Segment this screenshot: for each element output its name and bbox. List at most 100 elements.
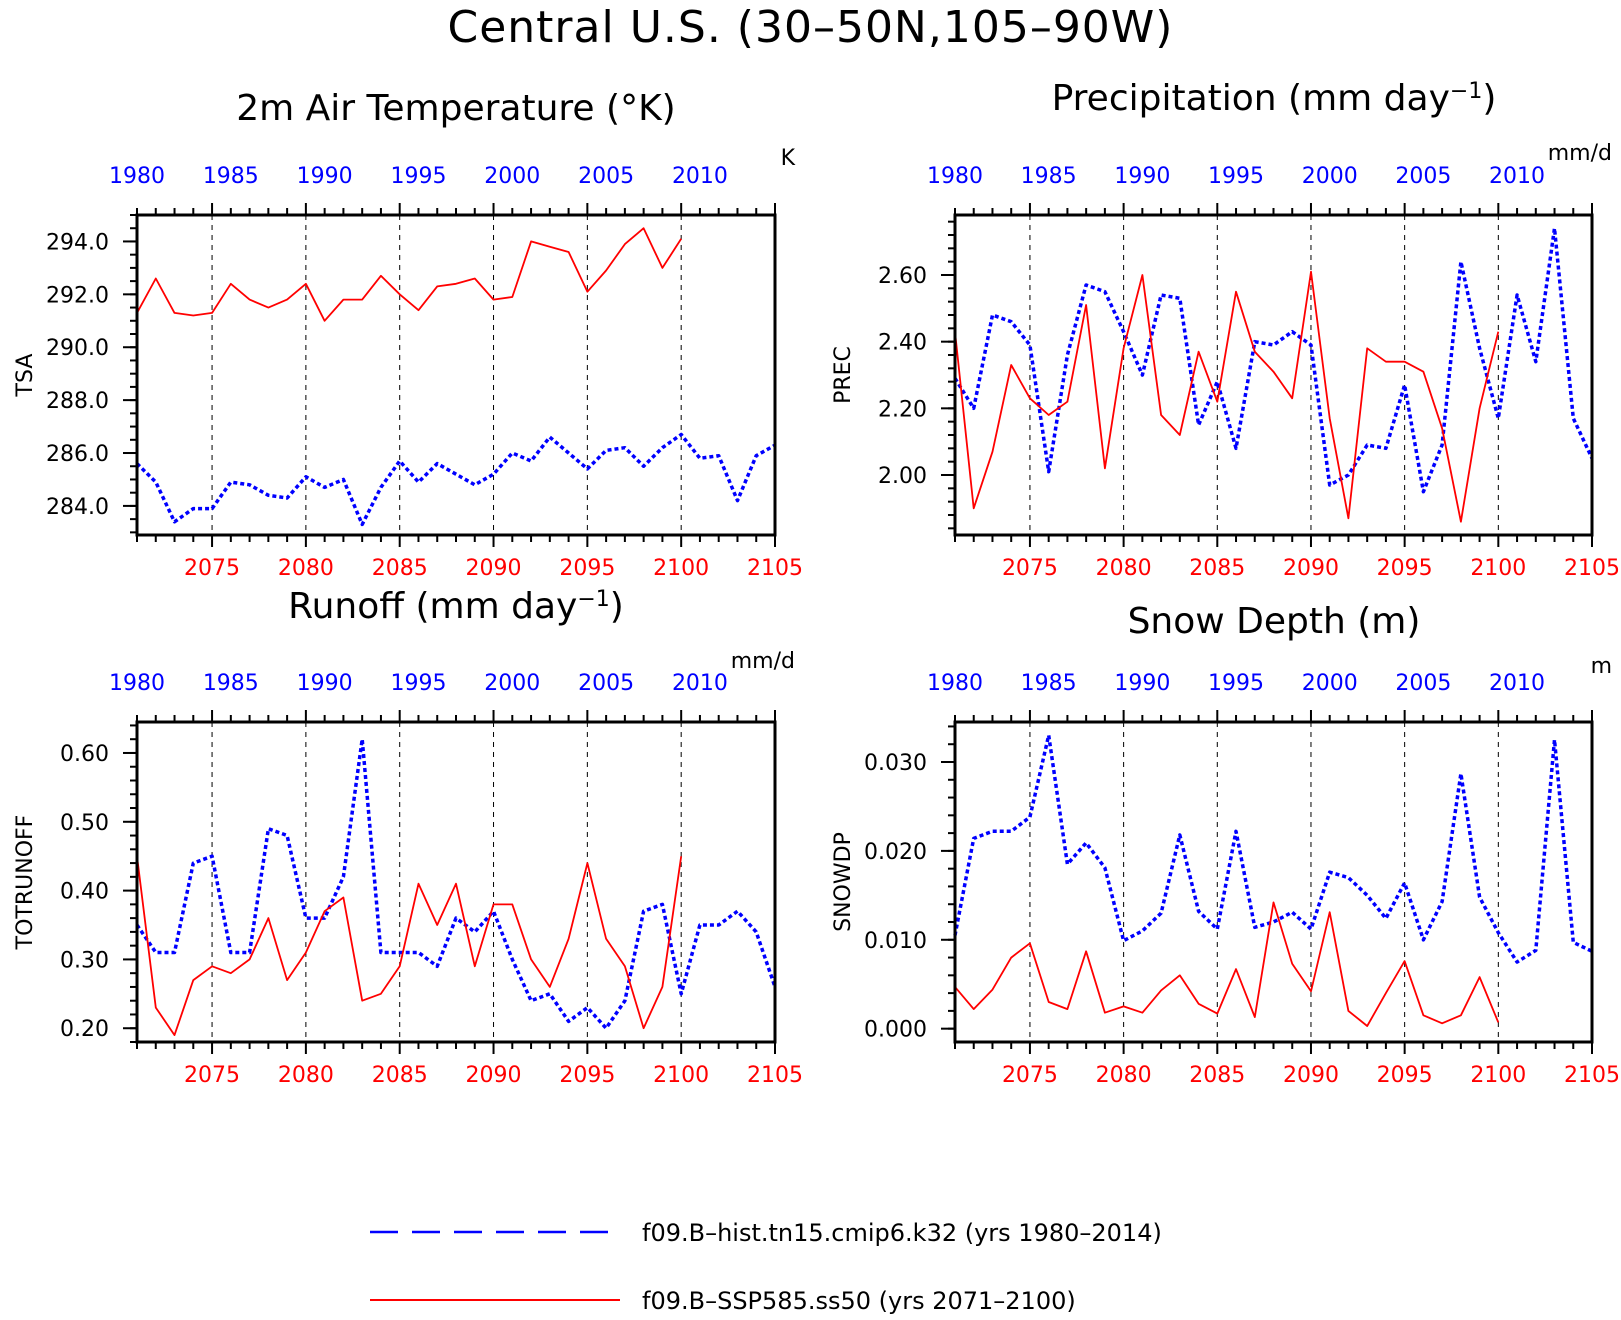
x-tick-label-top: 1980 [927, 164, 983, 189]
units-label: mm/d [1548, 141, 1612, 166]
x-tick-label-top: 1990 [1114, 164, 1170, 189]
chart-panel-totrunoff: Runoff (mm day−1) mm/d TOTRUNOFF 2075 2080 20… [13, 586, 803, 1088]
y-tick-label: 2.20 [878, 397, 927, 422]
x-tick-label-bottom: 2105 [747, 1063, 803, 1088]
x-tick-label-bottom: 2080 [278, 1063, 334, 1088]
y-tick-label: 0.20 [60, 1017, 109, 1042]
plot-frame [953, 213, 1594, 537]
x-tick-label-bottom: 2075 [1002, 1063, 1058, 1088]
x-tick-label-bottom: 2085 [1189, 1063, 1245, 1088]
x-tick-label-top: 1995 [390, 671, 446, 696]
y-axis-label: SNOWDP [831, 832, 856, 932]
y-tick-label: 0.030 [864, 751, 927, 776]
series-ssp-line [954, 270, 1500, 523]
x-tick-label-bottom: 2075 [184, 556, 240, 581]
y-tick-label: 0.020 [864, 840, 927, 865]
series-hist-line [953, 226, 1594, 494]
y-tick-label: 2.00 [878, 464, 927, 489]
x-tick-label-top: 2000 [1302, 671, 1358, 696]
x-tick-label-top: 2000 [484, 164, 540, 189]
x-tick-label-bottom: 2100 [1470, 556, 1526, 581]
x-tick-label-bottom: 2095 [1377, 1063, 1433, 1088]
chart-panel-tsa: 2m Air Temperature (°K) K TSA 2075 2080 2085 2… [13, 88, 803, 581]
y-tick-label: 0.000 [864, 1018, 927, 1043]
x-tick-label-top: 1985 [203, 671, 259, 696]
x-tick-label-top: 2005 [578, 671, 634, 696]
x-tick-label-top: 1980 [109, 671, 165, 696]
x-tick-label-top: 1980 [109, 164, 165, 189]
y-tick-label: 2.60 [878, 264, 927, 289]
x-tick-label-bottom: 2090 [1283, 556, 1339, 581]
x-tick-label-top: 1980 [927, 671, 983, 696]
x-tick-label-bottom: 2080 [1096, 556, 1152, 581]
x-tick-label-bottom: 2080 [1096, 1063, 1152, 1088]
x-tick-label-bottom: 2100 [1470, 1063, 1526, 1088]
y-tick-label: 0.60 [60, 742, 109, 767]
y-tick-label: 290.0 [46, 336, 109, 361]
x-tick-label-bottom: 2085 [1189, 556, 1245, 581]
x-tick-label-bottom: 2085 [372, 556, 428, 581]
x-tick-label-top: 1995 [390, 164, 446, 189]
panel-title: 2m Air Temperature (°K) [236, 88, 675, 129]
legend-label: f09.B–hist.tn15.cmip6.k32 (yrs 1980–2014… [642, 1219, 1162, 1247]
x-tick-label-bottom: 2100 [653, 556, 709, 581]
series-hist-line [135, 432, 776, 527]
chart-panel-snowdp: Snow Depth (m) m SNOWDP 2075 2080 2085 2090 209… [831, 601, 1620, 1088]
x-tick-label-bottom: 2105 [1564, 1063, 1620, 1088]
y-tick-label: 0.40 [60, 880, 109, 905]
page-title: Central U.S. (30–50N,105–90W) [447, 2, 1174, 53]
x-tick-label-top: 2000 [1302, 164, 1358, 189]
y-tick-label: 0.010 [864, 929, 927, 954]
y-tick-label: 288.0 [46, 389, 109, 414]
x-tick-label-bottom: 2090 [1283, 1063, 1339, 1088]
panel-title: Runoff (mm day−1) [288, 586, 624, 627]
x-tick-label-bottom: 2075 [1002, 556, 1058, 581]
series-ssp-line [954, 901, 1500, 1027]
panels-group: 2m Air Temperature (°K) K TSA 2075 2080 2085 2… [13, 78, 1620, 1088]
y-tick-label: 286.0 [46, 442, 109, 467]
legend: f09.B–hist.tn15.cmip6.k32 (yrs 1980–2014… [370, 1219, 1162, 1315]
x-tick-label-top: 1985 [1021, 164, 1077, 189]
x-tick-label-bottom: 2075 [184, 1063, 240, 1088]
y-axis-label: PREC [831, 346, 856, 404]
x-tick-label-bottom: 2095 [559, 556, 615, 581]
units-label: m [1591, 654, 1612, 679]
series-ssp-line [136, 227, 682, 322]
y-axis-label: TOTRUNOFF [13, 815, 38, 951]
x-tick-label-top: 2000 [484, 671, 540, 696]
y-tick-label: 292.0 [46, 283, 109, 308]
x-tick-label-bottom: 2085 [372, 1063, 428, 1088]
panel-title: Precipitation (mm day−1) [1052, 78, 1497, 119]
series-hist-line [135, 737, 777, 1030]
x-tick-label-top: 1995 [1208, 164, 1264, 189]
x-tick-label-top: 2005 [578, 164, 634, 189]
y-tick-label: 2.40 [878, 331, 927, 356]
x-tick-label-bottom: 2095 [559, 1063, 615, 1088]
units-label: K [781, 146, 796, 171]
series-hist-line [953, 733, 1593, 964]
x-tick-label-bottom: 2100 [653, 1063, 709, 1088]
y-tick-label: 284.0 [46, 495, 109, 520]
x-tick-label-top: 1985 [1021, 671, 1077, 696]
plot-frame [135, 720, 777, 1044]
panel-title: Snow Depth (m) [1128, 601, 1421, 642]
x-tick-label-bottom: 2090 [466, 556, 522, 581]
legend-label: f09.B–SSP585.ss50 (yrs 2071–2100) [642, 1287, 1076, 1315]
x-tick-label-top: 2010 [1489, 164, 1545, 189]
x-tick-label-bottom: 2080 [278, 556, 334, 581]
plot-frame [135, 213, 777, 537]
chart-panel-prec: Precipitation (mm day−1) mm/d PREC 2075 2080… [831, 78, 1620, 581]
x-tick-label-bottom: 2105 [747, 556, 803, 581]
x-tick-label-bottom: 2095 [1377, 556, 1433, 581]
x-tick-label-top: 2010 [672, 671, 728, 696]
x-tick-label-bottom: 2105 [1564, 556, 1620, 581]
x-tick-label-top: 1995 [1208, 671, 1264, 696]
x-tick-label-top: 2010 [672, 164, 728, 189]
y-axis-label: TSA [13, 354, 38, 398]
y-tick-label: 0.50 [60, 811, 109, 836]
x-tick-label-top: 1990 [1114, 671, 1170, 696]
y-tick-label: 0.30 [60, 948, 109, 973]
x-tick-label-top: 1990 [297, 164, 353, 189]
x-tick-label-top: 2005 [1395, 671, 1451, 696]
